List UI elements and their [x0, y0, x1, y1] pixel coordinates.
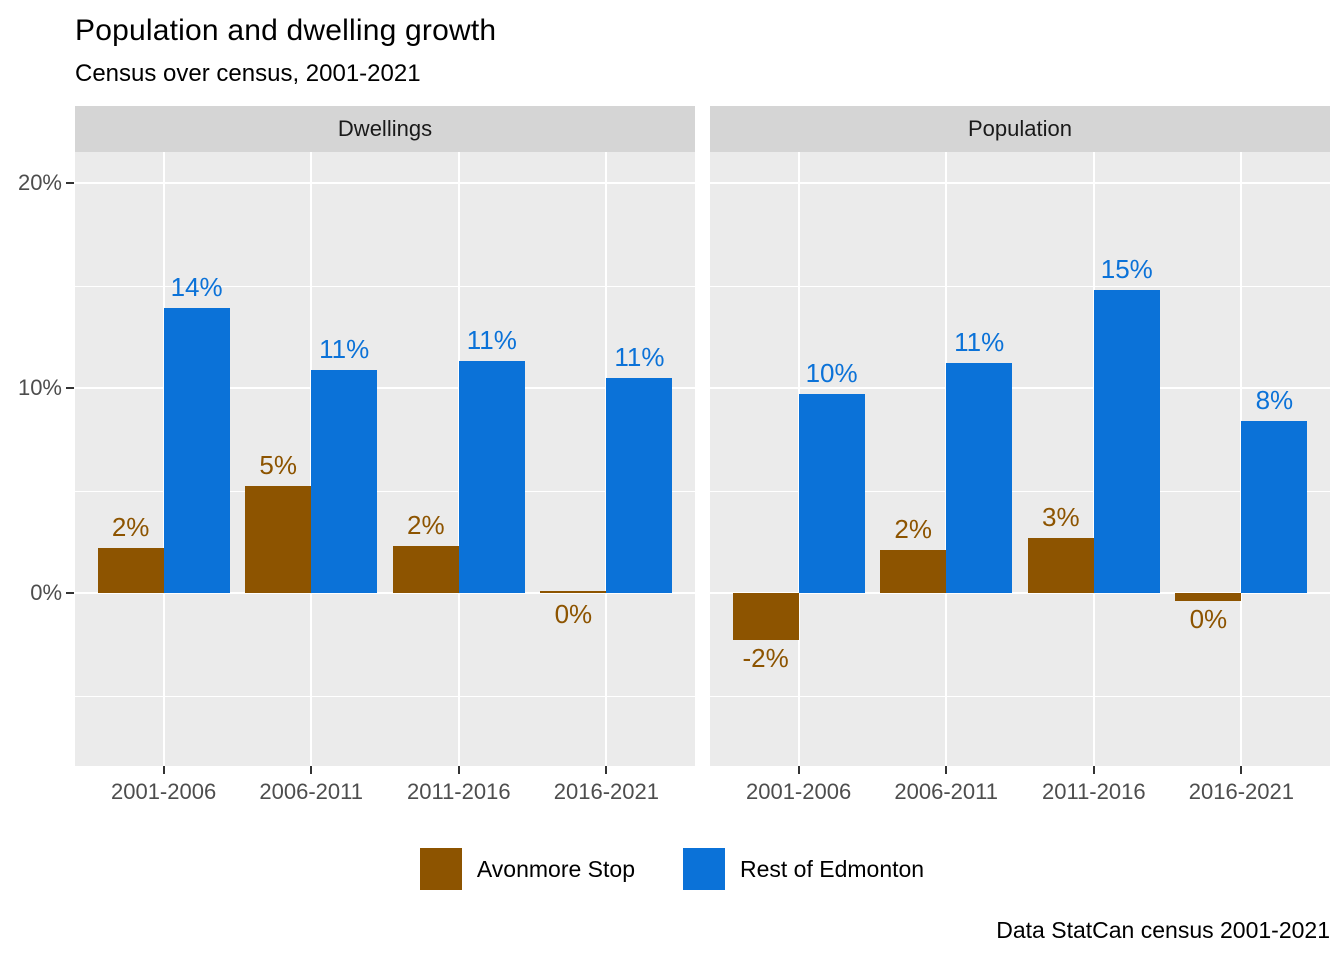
x-tick-label: 2016-2021: [553, 779, 659, 804]
bar: [880, 549, 947, 593]
bar-label: 15%: [1100, 253, 1153, 284]
x-axis-tick: [162, 766, 165, 774]
bar: [606, 377, 673, 594]
bar: [540, 590, 607, 594]
major-gridline: [75, 592, 695, 594]
bar-label: 5%: [259, 450, 297, 481]
bar: [97, 547, 164, 593]
legend-label: Avonmore Stop: [476, 855, 635, 882]
bar-label: 8%: [1255, 384, 1294, 415]
facet-panel-population: -2% 10% 2% 11% 3% 15% 0% 8%: [710, 152, 1330, 766]
x-axis-tick: [1092, 766, 1095, 774]
legend-key-swatch: [419, 848, 462, 890]
bar: [798, 394, 865, 593]
facet-strip-label: Population: [968, 116, 1072, 141]
x-tick-label: 2001-2006: [745, 779, 852, 804]
minor-gridline: [75, 285, 695, 287]
bar-label: -2%: [742, 643, 789, 674]
x-axis-tick: [1240, 766, 1243, 774]
facet-strip-dwellings: Dwellings: [75, 106, 695, 152]
x-tick-label: 2006-2011: [259, 779, 363, 804]
major-gridline: [75, 387, 695, 389]
x-axis-tick: [605, 766, 608, 774]
bar-label: 11%: [954, 327, 1005, 358]
y-tick-label: 20%: [17, 170, 62, 195]
facet-strip-label: Dwellings: [337, 116, 433, 141]
bar: [946, 363, 1013, 593]
bar-label: 11%: [466, 325, 517, 356]
bar: [1175, 593, 1242, 602]
minor-gridline: [710, 695, 1330, 697]
y-tick-label: 10%: [17, 375, 62, 400]
caption: Data StatCan census 2001-2021: [996, 917, 1330, 943]
bar-label: 2%: [111, 511, 150, 542]
minor-gridline: [710, 285, 1330, 287]
y-tick-label: 0%: [30, 580, 62, 605]
bar-label: 0%: [554, 598, 593, 629]
minor-gridline: [75, 695, 695, 697]
bar-label: 2%: [894, 513, 932, 544]
x-axis-tick: [457, 766, 460, 774]
bar-label: 3%: [1042, 501, 1080, 532]
minor-gridline: [710, 490, 1330, 492]
x-axis-tick: [945, 766, 948, 774]
bar: [392, 545, 459, 593]
bar: [1027, 537, 1094, 593]
x-axis-tick: [797, 766, 800, 774]
y-axis-tick: [66, 182, 74, 184]
major-gridline: [710, 387, 1330, 389]
bar-label: 11%: [614, 341, 665, 372]
x-tick-label: 2006-2011: [894, 779, 998, 804]
y-axis-tick: [66, 387, 74, 389]
major-gridline: [710, 592, 1330, 594]
chart-subtitle: Census over census, 2001-2021: [75, 60, 421, 87]
legend: Avonmore Stop Rest of Edmonton: [0, 846, 1344, 892]
x-tick-label: 2011-2016: [1042, 779, 1146, 804]
chart-title: Population and dwelling growth: [75, 14, 497, 47]
y-axis-tick: [66, 592, 74, 594]
facet-strip-population: Population: [710, 106, 1330, 152]
facet-panel-dwellings: 2% 14% 5% 11% 2% 11% 0% 11%: [75, 152, 695, 766]
bar-label: 14%: [170, 272, 223, 303]
bar-label: 2%: [407, 509, 445, 540]
bar: [1093, 289, 1160, 593]
minor-gridline: [75, 490, 695, 492]
legend-key-swatch: [683, 848, 725, 890]
x-tick-label: 2016-2021: [1188, 779, 1294, 804]
legend-item: Avonmore Stop: [419, 848, 635, 890]
legend-label: Rest of Edmonton: [740, 855, 925, 882]
x-tick-label: 2001-2006: [110, 779, 217, 804]
major-gridline: [710, 182, 1330, 184]
x-tick-label: 2011-2016: [407, 779, 511, 804]
x-axis-tick: [310, 766, 313, 774]
bar: [1241, 420, 1308, 593]
major-gridline: [75, 182, 695, 184]
bar: [732, 593, 799, 641]
bar-label: 11%: [319, 333, 370, 364]
bar: [245, 486, 312, 593]
bar-label: 0%: [1189, 604, 1228, 635]
legend-item: Rest of Edmonton: [683, 848, 924, 890]
bar: [311, 369, 378, 593]
bar-label: 10%: [805, 358, 858, 389]
bar: [458, 361, 525, 593]
bar: [163, 308, 230, 593]
